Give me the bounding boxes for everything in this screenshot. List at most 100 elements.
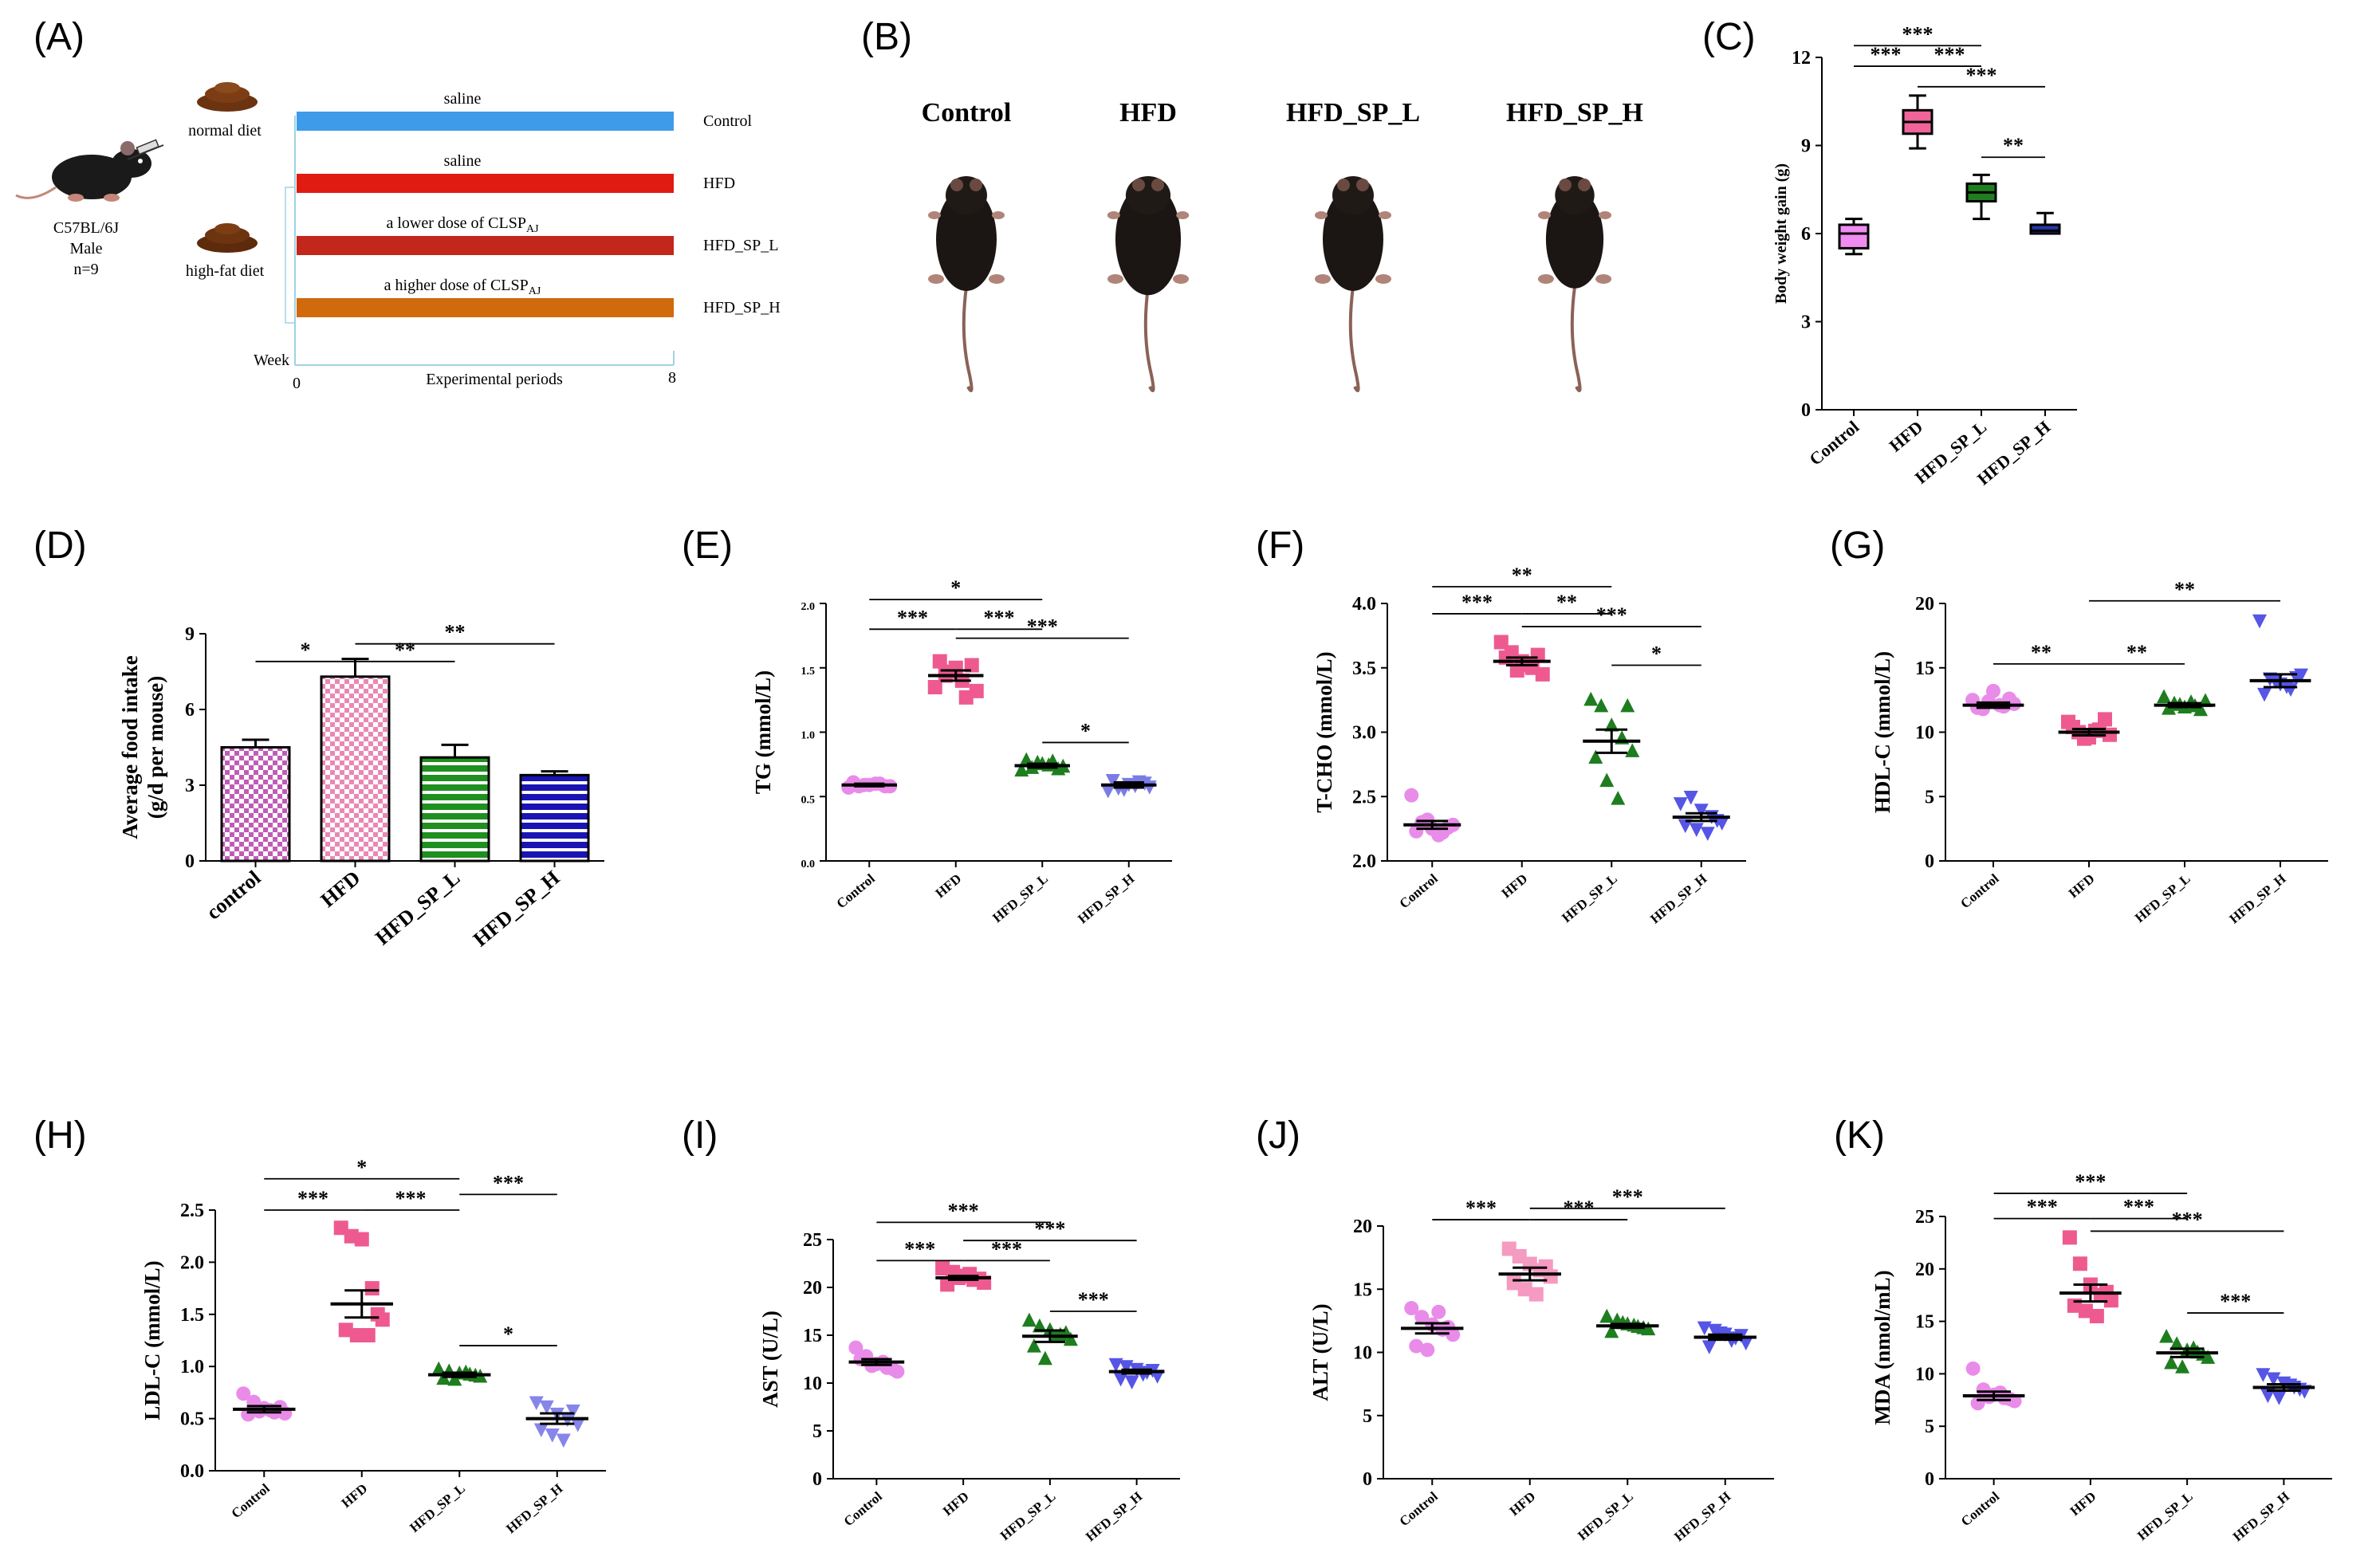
significance-label: *** — [897, 606, 928, 629]
data-point — [2089, 1309, 2104, 1324]
y-tick-label: 15 — [1353, 1279, 1372, 1300]
x-tick-label: HFD_SP_H — [1083, 1489, 1145, 1545]
photo-label-control: Control — [922, 98, 1012, 128]
y-tick-label: 0.5 — [801, 794, 816, 806]
mouse-photo-1 — [1107, 176, 1190, 392]
data-point — [1404, 788, 1419, 803]
data-point — [1701, 1340, 1717, 1354]
mouse-tail — [962, 286, 974, 392]
treatment-group-label-3: HFD_SP_H — [703, 299, 781, 316]
mouse-paw — [1537, 274, 1554, 284]
y-tick-label: 5 — [1925, 787, 1934, 808]
mouse-paw — [1176, 211, 1190, 219]
y-tick-label: 5 — [1925, 1417, 1934, 1437]
data-point — [370, 1307, 385, 1322]
significance-label: *** — [1596, 603, 1627, 627]
x-tick-label: HFD — [933, 871, 965, 902]
x-tick-label: control — [202, 866, 265, 924]
y-tick-label: 15 — [1915, 658, 1934, 679]
data-point — [2072, 1256, 2087, 1271]
significance-label: *** — [297, 1187, 328, 1210]
y-axis-title: TG (mmol/L) — [751, 670, 775, 794]
data-point — [964, 658, 979, 673]
x-tick-label: Control — [833, 870, 878, 911]
x-tick-label: HFD_SP_L — [407, 1481, 468, 1536]
panel-label-e: (E) — [682, 525, 733, 567]
y-tick-label: 9 — [185, 624, 195, 645]
week-start-label: 0 — [293, 375, 301, 392]
significance-label: ** — [2126, 641, 2147, 664]
chart-h: 0.0 0.5 1.0 1.5 2.0 2.5 LDL-C (mmol/L) Control H… — [140, 1156, 606, 1536]
x-tick-label: Control — [1396, 1488, 1441, 1529]
data-point — [2260, 1389, 2276, 1404]
y-axis-title: HDL-C (mmol/L) — [1871, 651, 1894, 813]
data-point — [1404, 1301, 1419, 1316]
y-tick-label: 4.0 — [1352, 594, 1376, 615]
significance-label: *** — [2075, 1170, 2106, 1193]
y-tick-label: 0.0 — [801, 859, 816, 870]
y-tick-label: 2.5 — [180, 1201, 204, 1221]
data-point — [1021, 1312, 1037, 1327]
panel-a-schematic: C57BL/6J Male n=9 normal diet high-fat d… — [15, 82, 781, 392]
data-point — [1588, 749, 1603, 764]
significance-label: *** — [493, 1171, 524, 1194]
chart-k: 0 5 10 15 20 25 MDA (nmol/mL) Control HFD HFD_SP_… — [1871, 1170, 2332, 1544]
y-tick-label: 0 — [1801, 400, 1811, 421]
data-point — [2157, 689, 2171, 704]
y-tick-label: 0 — [185, 851, 195, 872]
mouse-head — [1125, 176, 1171, 214]
y-tick-label: 10 — [803, 1373, 822, 1394]
data-point — [1105, 774, 1120, 788]
x-tick-label: HFD — [1499, 871, 1531, 902]
significance-label: ** — [395, 639, 415, 662]
mouse-photo-2 — [1315, 176, 1391, 392]
mouse-tail — [1570, 286, 1582, 392]
week-end-label: 8 — [668, 369, 676, 387]
treatment-group-label-0: Control — [703, 112, 753, 130]
mouse-paw — [1173, 274, 1190, 284]
data-point — [1431, 1304, 1446, 1319]
y-axis-title: Average food intake(g/d per mouse) — [118, 655, 167, 839]
chart-d: 0 3 6 9 Average food intake(g/d per mouse) co… — [118, 621, 604, 951]
y-tick-label: 1.0 — [180, 1357, 204, 1377]
photo-label-hfd: HFD — [1119, 98, 1177, 128]
significance-label: *** — [1934, 43, 1965, 66]
y-tick-label: 3 — [185, 776, 195, 796]
period-axis-title: Experimental periods — [426, 371, 563, 388]
mouse-body — [936, 187, 997, 291]
y-tick-label: 20 — [1915, 1260, 1934, 1280]
data-point — [1409, 1338, 1424, 1354]
data-point — [1673, 797, 1688, 812]
significance-label: * — [1080, 719, 1091, 742]
data-point — [2098, 712, 2112, 727]
y-tick-label: 2.0 — [180, 1252, 204, 1273]
x-tick-label: HFD_SP_H — [1671, 1489, 1733, 1545]
y-tick-label: 10 — [1353, 1343, 1372, 1364]
significance-label: * — [301, 639, 311, 662]
data-point — [1599, 772, 1615, 788]
treatment-bar-caption-1: saline — [444, 152, 482, 170]
x-tick-label: Control — [1805, 417, 1863, 470]
data-point — [1678, 819, 1693, 834]
data-point — [565, 1404, 580, 1419]
n-label: n=9 — [73, 261, 98, 278]
chart-i: 0 5 10 15 20 25 AST (U/L) Control HFD HFD_SP_L HFD… — [758, 1199, 1180, 1544]
data-point — [969, 683, 984, 698]
high-fat-diet-label: high-fat diet — [186, 262, 265, 280]
treatment-group-label-2: HFD_SP_L — [703, 237, 778, 254]
data-point — [1108, 1358, 1123, 1373]
x-tick-label: HFD_SP_L — [1575, 1489, 1636, 1544]
panel-label-j: (J) — [1256, 1114, 1300, 1157]
significance-label: * — [356, 1156, 367, 1179]
y-axis-title: T-CHO (mmol/L) — [1312, 651, 1336, 812]
panel-label-b: (B) — [861, 16, 912, 58]
mouse-ear — [1356, 179, 1369, 191]
panel-label-c: (C) — [1702, 16, 1756, 58]
mouse-paw — [928, 274, 944, 284]
data-point — [2175, 1359, 2190, 1373]
box — [2029, 223, 2061, 235]
significance-label: *** — [1871, 43, 1902, 66]
x-tick-label: HFD — [1507, 1489, 1539, 1519]
mouse-paw — [1315, 274, 1331, 284]
data-point — [529, 1396, 544, 1411]
